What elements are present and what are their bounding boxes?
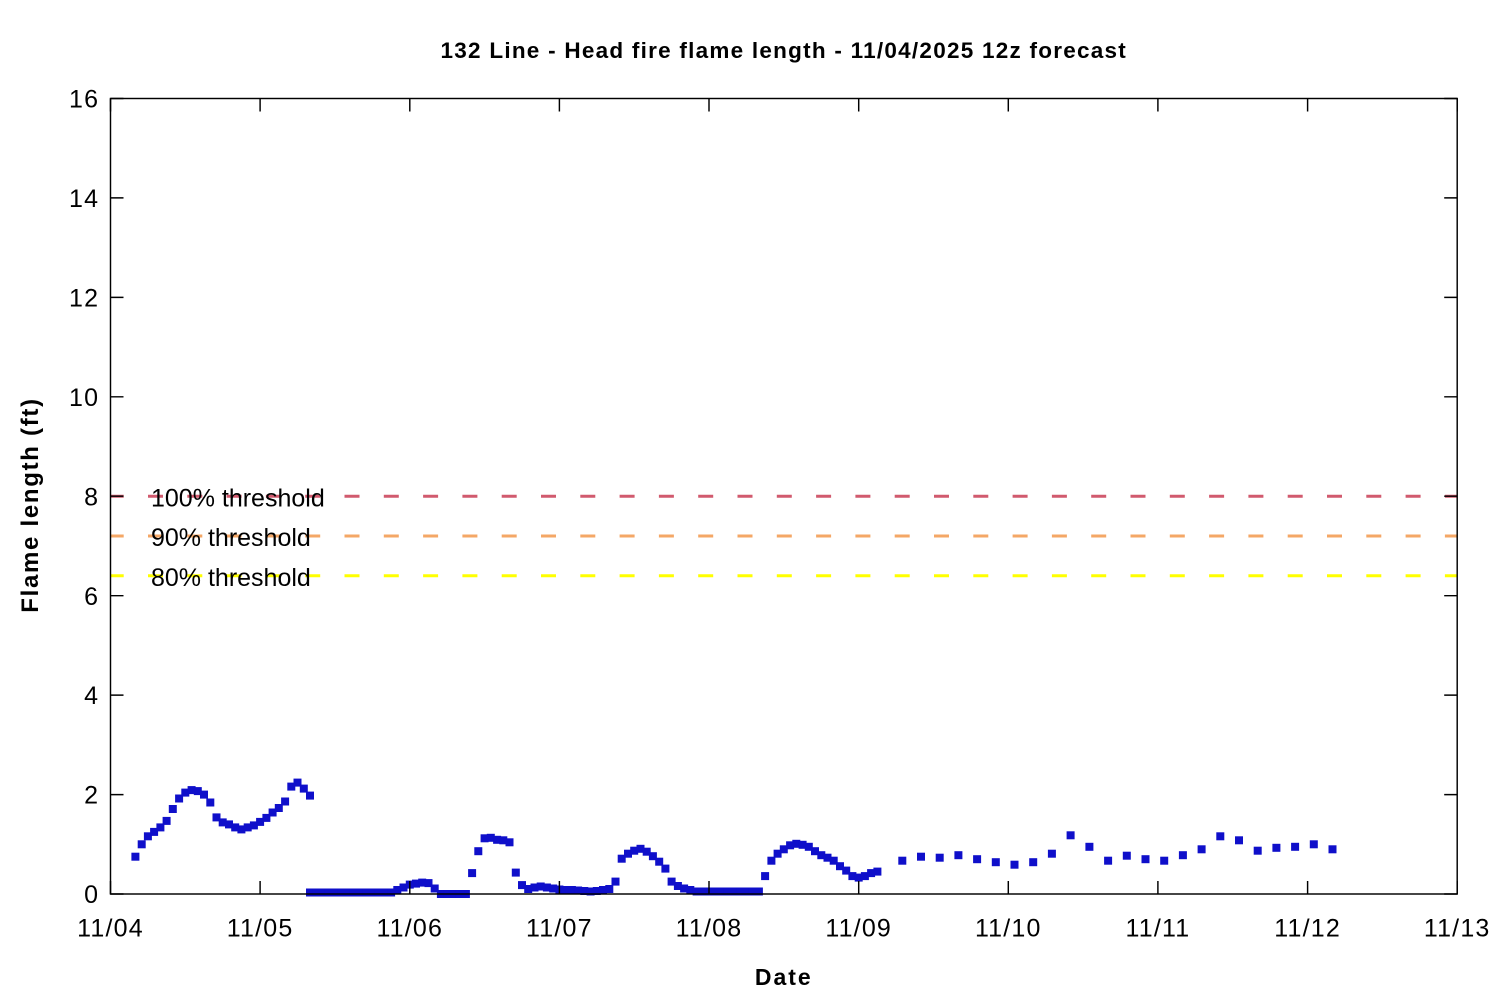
svg-text:11/04: 11/04 — [77, 915, 144, 943]
svg-text:90% threshold: 90% threshold — [151, 524, 311, 552]
svg-text:Date: Date — [755, 964, 813, 990]
svg-text:12: 12 — [69, 285, 99, 313]
svg-text:4: 4 — [84, 682, 99, 710]
svg-text:11/06: 11/06 — [376, 915, 443, 943]
svg-text:Flame length (ft): Flame length (ft) — [17, 397, 44, 613]
svg-text:11/08: 11/08 — [676, 915, 743, 943]
svg-text:11/07: 11/07 — [526, 915, 593, 943]
svg-text:80% threshold: 80% threshold — [151, 564, 311, 592]
svg-text:132 Line - Head fire flame len: 132 Line - Head fire flame length - 11/0… — [441, 38, 1128, 63]
svg-text:0: 0 — [84, 881, 99, 909]
svg-text:6: 6 — [84, 583, 99, 611]
svg-text:100% threshold: 100% threshold — [151, 484, 325, 512]
svg-text:11/05: 11/05 — [227, 915, 294, 943]
svg-text:2: 2 — [84, 782, 99, 810]
svg-text:16: 16 — [69, 86, 99, 114]
svg-text:10: 10 — [69, 384, 99, 412]
svg-text:11/10: 11/10 — [975, 915, 1042, 943]
svg-text:11/13: 11/13 — [1424, 915, 1491, 943]
svg-text:8: 8 — [84, 483, 99, 511]
svg-text:11/11: 11/11 — [1125, 915, 1190, 943]
svg-text:11/12: 11/12 — [1274, 915, 1341, 943]
svg-text:14: 14 — [69, 185, 99, 213]
svg-text:11/09: 11/09 — [825, 915, 892, 943]
